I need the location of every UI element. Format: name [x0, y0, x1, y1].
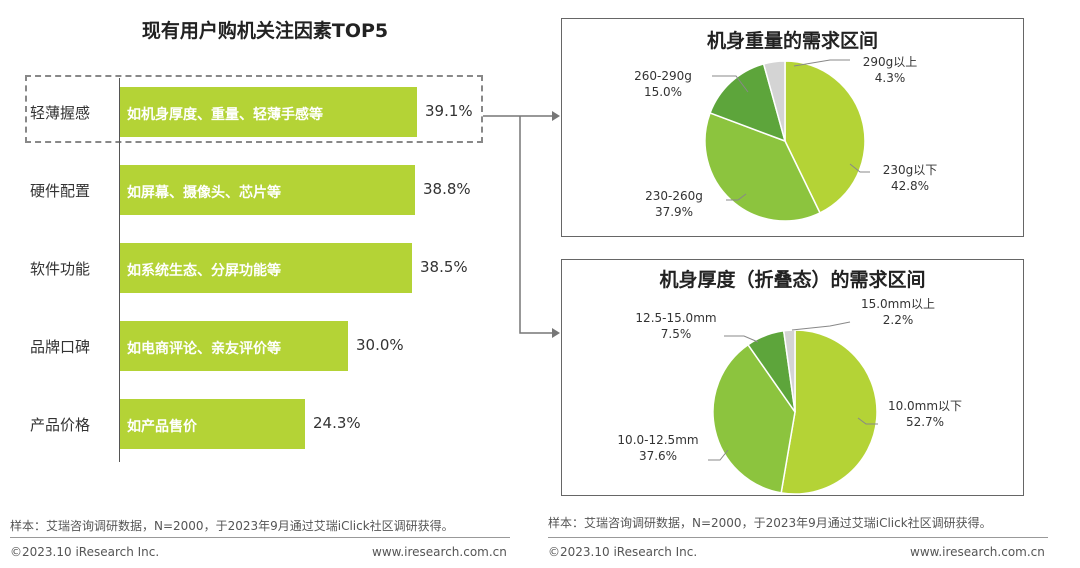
source-note: 样本：艾瑞咨询调研数据，N=2000，于2023年9月通过艾瑞iClick社区调…	[548, 516, 992, 530]
bar	[120, 87, 417, 137]
pie-slice	[784, 60, 866, 214]
bar-category: 产品价格	[30, 416, 91, 434]
pie-slice-label: 10.0-12.5mm 37.6%	[617, 433, 699, 463]
pie-slice	[762, 60, 786, 142]
bar-chart-title: 现有用户购机关注因素TOP5	[141, 20, 389, 42]
copyright: ©2023.10 iResearch Inc.	[548, 545, 698, 559]
bar-axis-line	[119, 78, 120, 462]
bar-value-label: 39.1%	[425, 102, 473, 120]
bar-category: 软件功能	[30, 260, 91, 278]
bar-category: 轻薄握感	[30, 104, 91, 122]
bar-value-label: 30.0%	[356, 336, 404, 354]
bar-desc-label: 如产品售价	[127, 419, 197, 435]
bar	[120, 165, 415, 215]
pie-slice-label: 15.0mm以上 2.2%	[860, 297, 936, 327]
bar-value-label: 38.8%	[423, 180, 471, 198]
divider	[10, 537, 510, 538]
website: www.iresearch.com.cn	[372, 545, 507, 559]
bar-category: 品牌口碑	[30, 338, 91, 356]
bar-desc-label: 如机身厚度、重量、轻薄手感等	[127, 107, 323, 123]
bar-desc-label: 如系统生态、分屏功能等	[127, 263, 281, 279]
pie-slice	[712, 343, 796, 494]
bar-value-label: 24.3%	[313, 414, 361, 432]
pie-leader-lines	[712, 59, 870, 201]
website: www.iresearch.com.cn	[910, 545, 1045, 559]
pie-slice-label: 230-260g 37.9%	[645, 189, 703, 219]
connector-arrows	[483, 111, 560, 338]
divider	[548, 537, 1048, 538]
pie-slice-label: 290g以上 4.3%	[862, 55, 918, 85]
copyright: ©2023.10 iResearch Inc.	[10, 545, 160, 559]
bar	[120, 399, 305, 449]
bar-value-label: 38.5%	[420, 258, 468, 276]
pie-leader-lines	[708, 321, 878, 461]
pie-slice	[709, 62, 787, 143]
pie-slice-label: 10.0mm以下 52.7%	[887, 399, 963, 429]
pie-slice-label: 12.5-15.0mm 7.5%	[635, 311, 717, 341]
bar	[120, 243, 412, 293]
pie-slice	[780, 329, 878, 495]
pie-title: 机身重量的需求区间	[706, 30, 878, 52]
pie-slice-label: 230g以下 42.8%	[882, 163, 938, 193]
pie-chart-weight	[704, 60, 866, 222]
bar-desc-label: 如屏幕、摄像头、芯片等	[127, 185, 281, 201]
source-note: 样本：艾瑞咨询调研数据，N=2000，于2023年9月通过艾瑞iClick社区调…	[10, 519, 454, 533]
highlight-box	[25, 75, 483, 143]
bar-desc-label: 如电商评论、亲友评价等	[127, 341, 281, 357]
pie-title: 机身厚度（折叠态）的需求区间	[659, 269, 926, 291]
pie-slice-label: 260-290g 15.0%	[634, 69, 692, 99]
pie-chart-thickness	[712, 329, 878, 495]
bar-category: 硬件配置	[30, 182, 91, 200]
bar	[120, 321, 348, 371]
